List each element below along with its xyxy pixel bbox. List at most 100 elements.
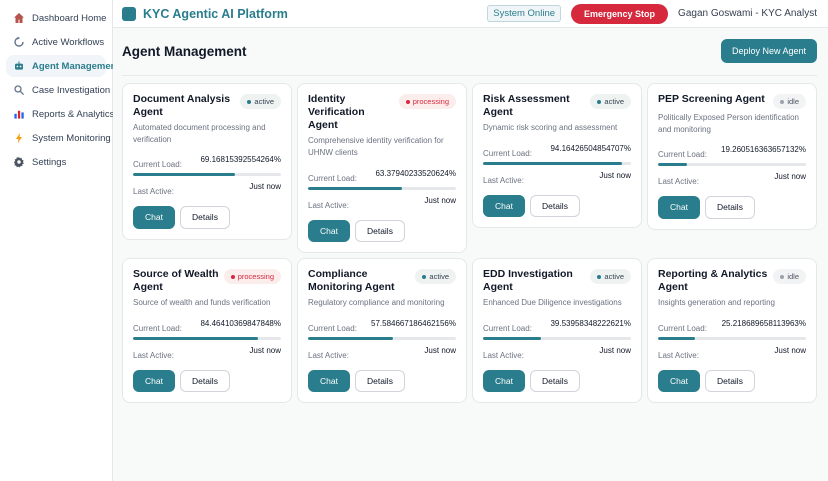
- agent-status-badge: processing: [223, 269, 281, 285]
- details-button[interactable]: Details: [529, 194, 580, 218]
- sidebar-item-dashboard-home[interactable]: Dashboard Home: [6, 7, 106, 29]
- last-active-metric: Just now Last Active:: [308, 346, 456, 361]
- load-progress-bar: [308, 336, 456, 340]
- current-load-label: Current Load:: [483, 148, 532, 158]
- current-load-label: Current Load:: [308, 173, 357, 183]
- chat-button[interactable]: Chat: [483, 194, 525, 218]
- details-button[interactable]: Details: [704, 369, 755, 393]
- sidebar-item-agent-management[interactable]: Agent Management: [6, 55, 120, 77]
- current-load-metric: 19.260516363657132% Current Load:: [658, 145, 806, 160]
- chat-button[interactable]: Chat: [658, 196, 700, 219]
- sidebar-item-active-workflows[interactable]: Active Workflows: [6, 31, 106, 53]
- agent-card-header: Risk Assessment Agent active: [483, 93, 631, 119]
- status-dot-icon: [230, 274, 235, 279]
- load-progress-bar: [308, 186, 456, 190]
- page-header: Agent Management Deploy New Agent: [122, 28, 817, 76]
- current-load-value: 94.16426504854707%: [550, 143, 631, 153]
- last-active-value: Just now: [774, 345, 806, 355]
- last-active-label: Last Active:: [308, 350, 349, 360]
- agent-status-badge: idle: [773, 94, 806, 109]
- current-load-metric: 25.218689658113963% Current Load:: [658, 319, 806, 334]
- last-active-value: Just now: [249, 345, 281, 355]
- details-button[interactable]: Details: [529, 369, 580, 393]
- last-active-metric: Just now Last Active:: [658, 172, 806, 187]
- emergency-stop-button[interactable]: Emergency Stop: [571, 3, 669, 24]
- current-load-label: Current Load:: [658, 323, 707, 333]
- agent-card: Reporting & Analytics Agent idle Insight…: [647, 258, 817, 404]
- current-load-label: Current Load:: [133, 160, 182, 170]
- agent-status-badge: active: [415, 269, 456, 285]
- agent-card: Compliance Monitoring Agent active Regul…: [297, 258, 467, 404]
- agent-status-label: active: [604, 272, 624, 282]
- agent-status-badge: active: [590, 94, 631, 109]
- last-active-value: Just now: [424, 345, 456, 355]
- agent-description: Automated document processing and verifi…: [133, 123, 266, 144]
- chat-button[interactable]: Chat: [483, 369, 525, 393]
- agent-description: Source of wealth and funds verification: [133, 298, 271, 308]
- agent-name: Identity Verification Agent: [308, 93, 365, 132]
- details-button[interactable]: Details: [354, 219, 405, 243]
- current-load-label: Current Load:: [308, 323, 357, 333]
- details-button[interactable]: Details: [179, 206, 230, 229]
- current-load-metric: 94.16426504854707% Current Load:: [483, 144, 631, 159]
- agent-card-header: Document Analysis Agent active: [133, 93, 281, 119]
- agent-name: Risk Assessment Agent: [483, 93, 570, 119]
- agent-status-badge: active: [590, 269, 631, 285]
- chat-button[interactable]: Chat: [308, 219, 350, 243]
- bar-chart-icon: [13, 108, 25, 120]
- sidebar-item-settings[interactable]: Settings: [6, 151, 106, 173]
- system-status-badge: System Online: [487, 5, 562, 22]
- agent-card-header: PEP Screening Agent idle: [658, 93, 806, 109]
- agent-card: Document Analysis Agent active Automated…: [122, 83, 292, 240]
- sidebar-item-case-investigation[interactable]: Case Investigation: [6, 79, 110, 101]
- load-progress-fill: [658, 163, 687, 167]
- last-active-label: Last Active:: [658, 177, 699, 187]
- last-active-value: Just now: [424, 195, 456, 205]
- load-progress-fill: [308, 336, 394, 340]
- chat-button[interactable]: Chat: [133, 369, 175, 393]
- agent-actions: Chat Details: [483, 194, 631, 218]
- header-right-group: System Online Emergency Stop Gagan Goswa…: [487, 3, 817, 24]
- agent-card-header: Identity Verification Agent processing: [308, 93, 456, 132]
- app-logo: [122, 6, 136, 21]
- deploy-new-agent-button[interactable]: Deploy New Agent: [720, 39, 817, 63]
- current-load-label: Current Load:: [483, 323, 532, 333]
- details-button[interactable]: Details: [704, 196, 755, 219]
- last-active-value: Just now: [599, 345, 631, 355]
- chat-button[interactable]: Chat: [658, 369, 700, 393]
- gear-icon: [13, 156, 25, 168]
- load-progress-fill: [658, 336, 696, 340]
- details-button[interactable]: Details: [354, 369, 405, 393]
- agent-cards-grid: Document Analysis Agent active Automated…: [122, 83, 817, 404]
- last-active-label: Last Active:: [133, 350, 174, 360]
- status-dot-icon: [405, 99, 410, 104]
- last-active-metric: Just now Last Active:: [308, 196, 456, 211]
- last-active-label: Last Active:: [308, 200, 349, 210]
- current-load-metric: 57.584667186462156% Current Load:: [308, 319, 456, 334]
- chat-button[interactable]: Chat: [308, 369, 350, 393]
- load-progress-bar: [133, 336, 281, 340]
- last-active-label: Last Active:: [483, 175, 524, 185]
- sidebar-item-system-monitoring[interactable]: System Monitoring: [6, 127, 111, 149]
- sidebar-item-label: Agent Management: [32, 60, 120, 72]
- agent-status-label: active: [429, 272, 449, 282]
- agent-description: Regulatory compliance and monitoring: [308, 298, 445, 308]
- main-column: KYC Agentic AI Platform System Online Em…: [113, 0, 828, 481]
- details-button[interactable]: Details: [179, 369, 230, 393]
- agent-status-label: active: [604, 97, 624, 106]
- load-progress-fill: [483, 161, 623, 165]
- agent-card: PEP Screening Agent idle Politically Exp…: [647, 83, 817, 230]
- current-load-metric: 84.46410369847848% Current Load:: [133, 319, 281, 334]
- last-active-label: Last Active:: [658, 350, 699, 360]
- sidebar-item-label: Reports & Analytics: [32, 108, 115, 120]
- current-load-value: 84.46410369847848%: [200, 318, 281, 328]
- app-title: KYC Agentic AI Platform: [143, 6, 288, 21]
- sidebar-item-reports-analytics[interactable]: Reports & Analytics: [6, 103, 114, 125]
- agent-status-badge: processing: [398, 94, 456, 109]
- chat-button[interactable]: Chat: [133, 206, 175, 229]
- page-title: Agent Management: [122, 43, 247, 59]
- robot-icon: [13, 60, 25, 72]
- last-active-value: Just now: [249, 182, 281, 192]
- agent-card-header: EDD Investigation Agent active: [483, 268, 631, 294]
- current-load-label: Current Load:: [133, 323, 182, 333]
